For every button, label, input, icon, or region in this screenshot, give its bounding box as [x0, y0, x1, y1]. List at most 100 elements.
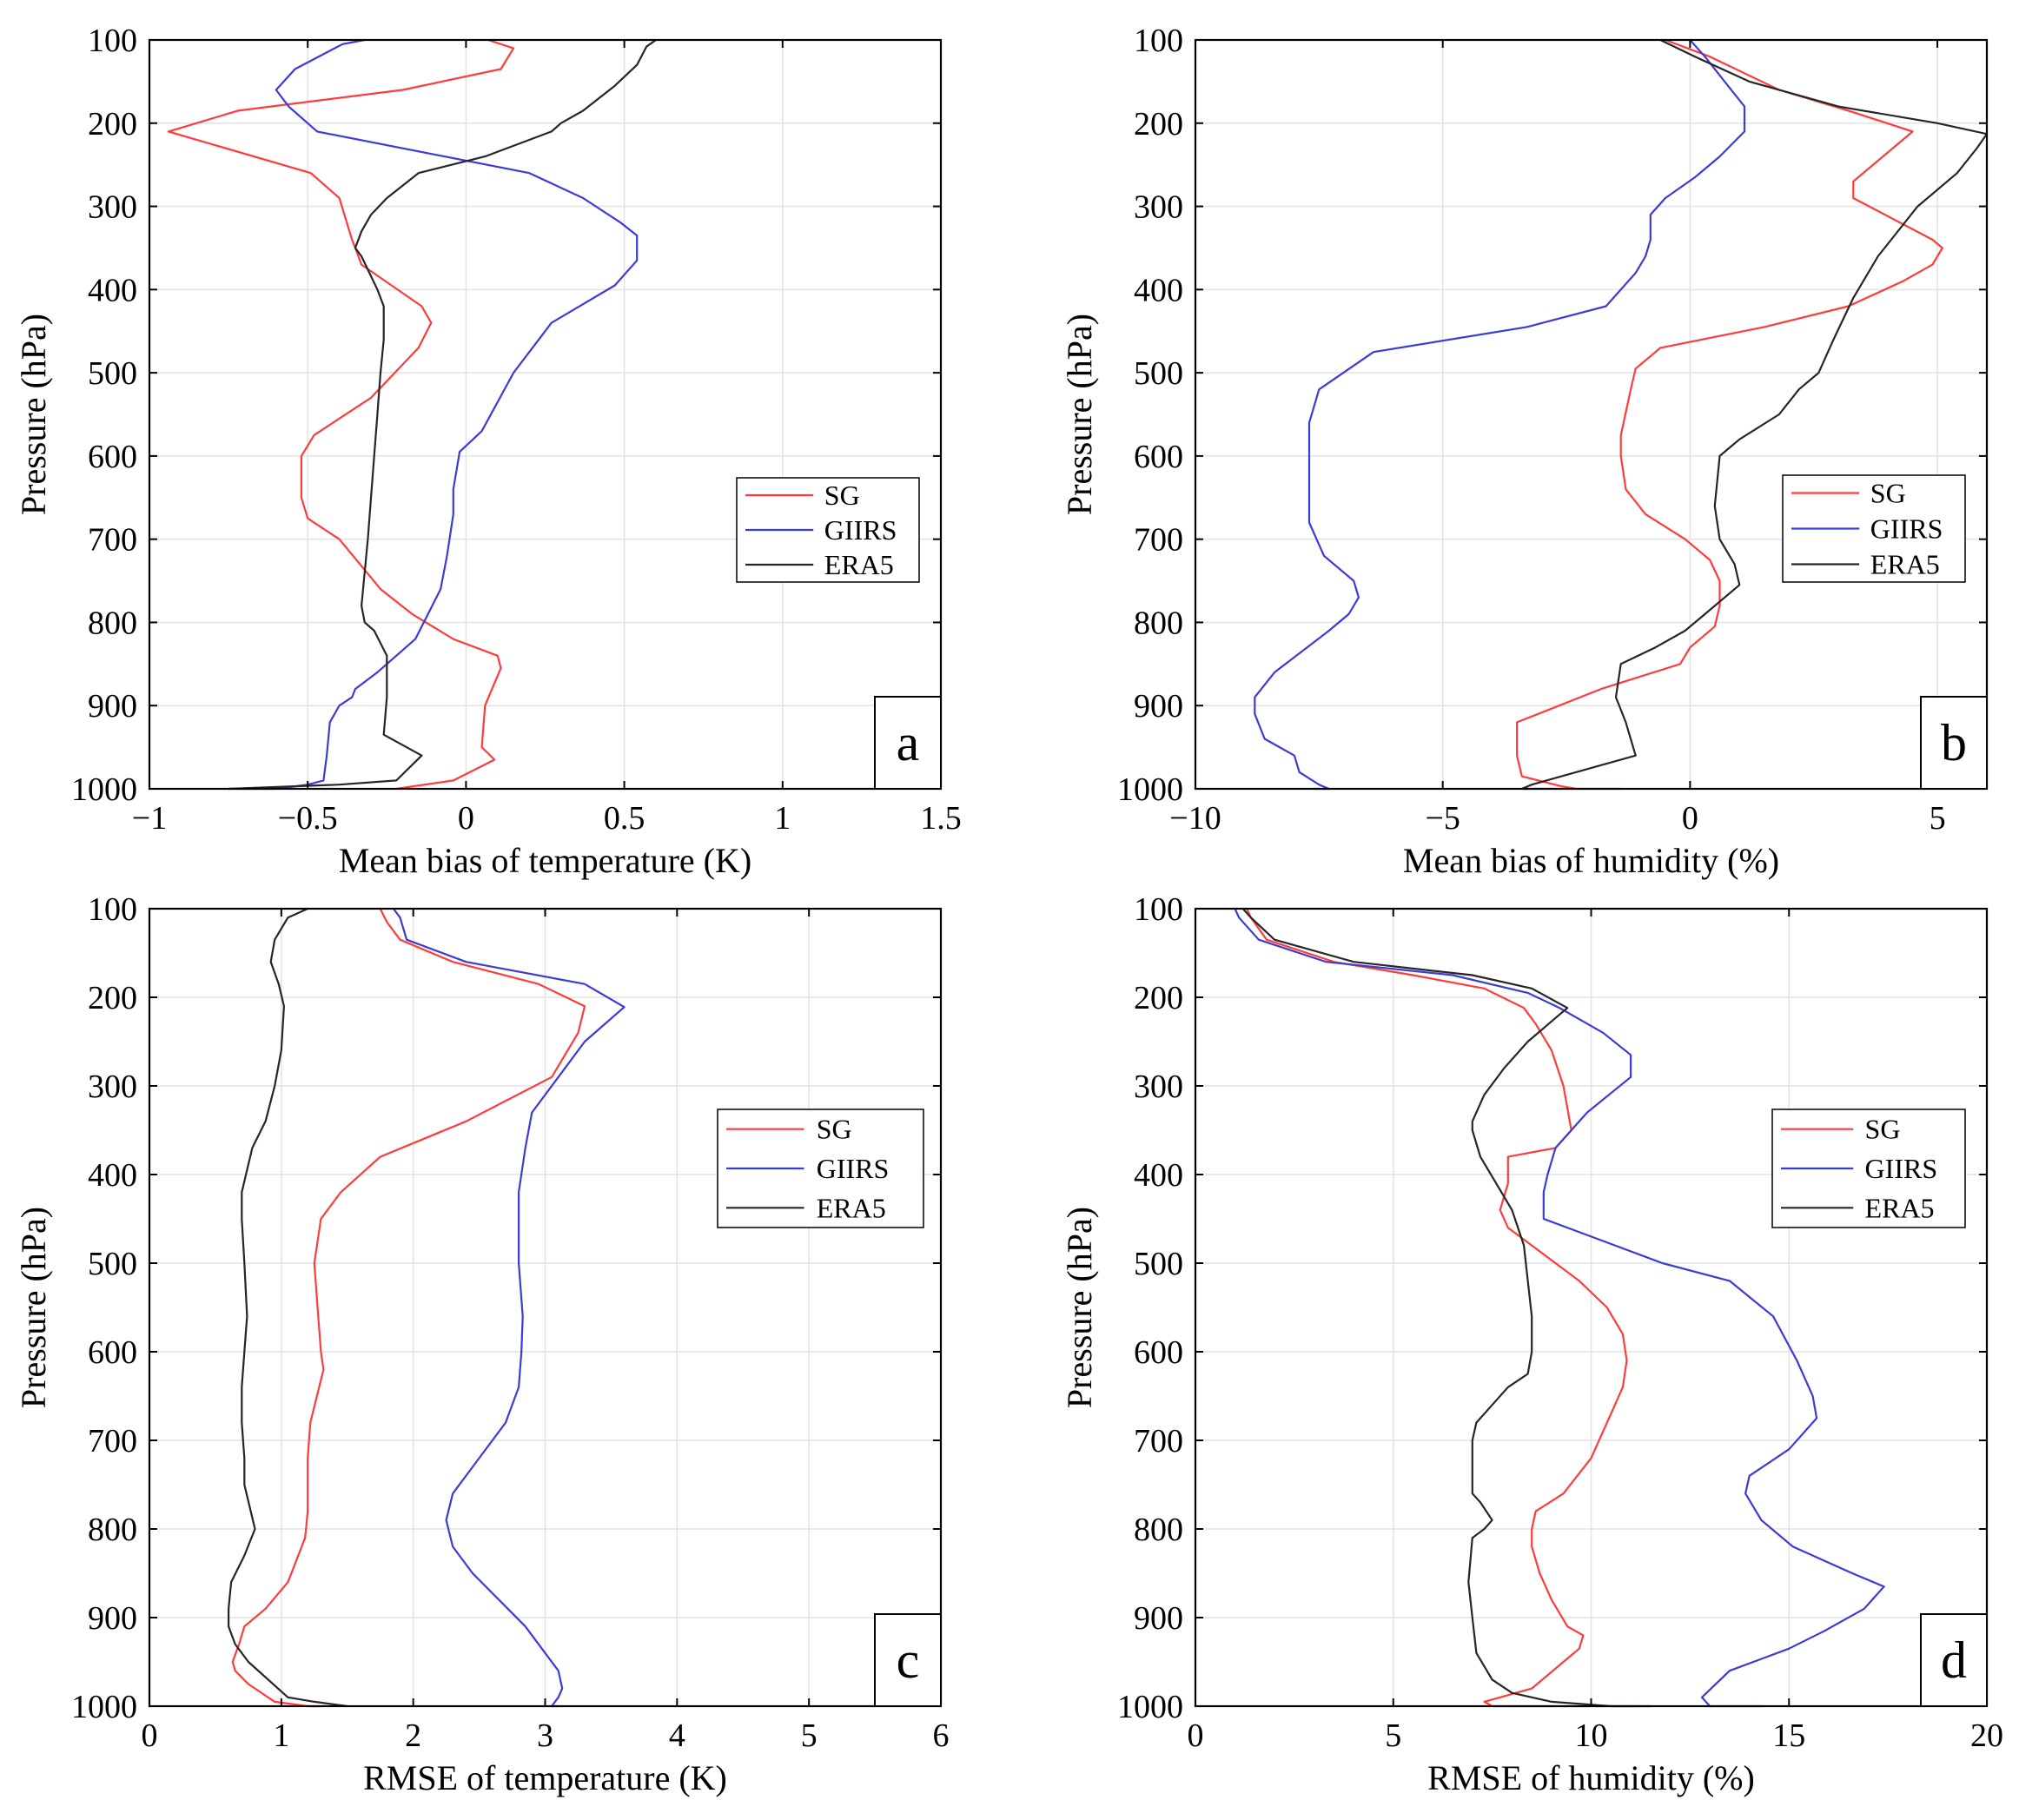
y-tick-label: 500: [1134, 1246, 1183, 1282]
legend: SG GIIRS ERA5: [717, 1109, 924, 1228]
x-tick-label: −1: [132, 800, 167, 837]
y-tick-label: 400: [1134, 1157, 1183, 1194]
y-tick-label: 800: [1134, 1512, 1183, 1548]
panel-b: −10 −5 0 5 100 200 300 400 500 600 700 800 900 1000 Me…: [1060, 23, 1989, 880]
y-tick-label: 300: [88, 189, 137, 226]
x-tick-label: −10: [1169, 800, 1221, 837]
y-axis-title: Pressure (hPa): [14, 1207, 53, 1408]
series-line-era5: [228, 907, 348, 1708]
y-tick-label: 200: [1134, 106, 1183, 142]
plot-area: [1195, 40, 1987, 789]
y-tick-label: 700: [1134, 522, 1183, 559]
legend-label: SG: [1865, 1114, 1901, 1145]
panel-a: −1 −0.5 0 0.5 1 1.5 100 200 300 400 500 600 700 800 90…: [14, 23, 962, 880]
legend-label: GIIRS: [817, 1153, 890, 1184]
x-tick-label: 4: [669, 1717, 685, 1754]
y-tick-label: 700: [88, 1423, 137, 1459]
series-line-sg: [231, 908, 586, 1708]
x-axis-title: Mean bias of temperature (K): [339, 841, 751, 880]
y-axis-title: Pressure (hPa): [14, 314, 53, 515]
panel-letter: c: [897, 1631, 920, 1689]
y-tick-label: 800: [88, 1512, 137, 1548]
y-tick-label: 600: [1134, 1334, 1183, 1371]
series-line-giirs: [1254, 39, 1746, 791]
x-tick-label: 3: [537, 1717, 553, 1754]
y-tick-label: 800: [88, 605, 137, 641]
series-line-giirs: [228, 38, 639, 791]
y-tick-label: 200: [88, 980, 137, 1016]
x-tick-label: 2: [405, 1717, 421, 1754]
x-tick-label: −5: [1425, 800, 1460, 837]
x-tick-label: 20: [1970, 1717, 2003, 1754]
x-tick-label: 1: [273, 1717, 289, 1754]
plot-area: [149, 40, 941, 789]
y-tick-label: 1000: [71, 1689, 137, 1725]
axes-frame: [148, 38, 943, 791]
legend-label: GIIRS: [1870, 513, 1943, 545]
legend-label: SG: [817, 1114, 852, 1145]
y-axis-title: Pressure (hPa): [1060, 314, 1099, 515]
y-tick-label: 500: [88, 1246, 137, 1282]
series-line-era5: [228, 39, 657, 791]
x-axis-title: RMSE of temperature (K): [363, 1758, 727, 1797]
legend-label: GIIRS: [824, 514, 897, 546]
y-tick-label: 600: [88, 439, 137, 475]
y-tick-label: 1000: [71, 771, 137, 808]
y-tick-label: 300: [1134, 189, 1183, 226]
y-tick-label: 400: [88, 272, 137, 308]
y-tick-label: 100: [88, 891, 137, 928]
x-tick-label: 0: [1682, 800, 1698, 837]
y-tick-label: 300: [88, 1069, 137, 1105]
y-tick-label: 900: [88, 688, 137, 725]
y-tick-label: 300: [1134, 1069, 1183, 1105]
legend-label: SG: [1870, 478, 1906, 509]
series-line-sg: [1515, 38, 1943, 791]
panel-letter: b: [1941, 714, 1967, 771]
panel-c: 0 1 2 3 4 5 6 100 200 300 400 500 600 700 800 900 1000 RM…: [14, 891, 950, 1797]
y-tick-label: 600: [88, 1334, 137, 1371]
series-line-era5: [1520, 39, 1989, 791]
y-tick-label: 900: [1134, 688, 1183, 725]
legend-label: ERA5: [1870, 549, 1940, 580]
x-tick-label: 0: [1188, 1717, 1204, 1754]
series-line-era5: [1241, 908, 1651, 1708]
series-line-sg: [1246, 908, 1635, 1708]
x-tick-label: 5: [801, 1717, 818, 1754]
y-tick-label: 100: [88, 23, 137, 59]
panel-letter-box: [874, 696, 942, 790]
y-tick-label: 400: [1134, 272, 1183, 308]
panel-letter-box: [1920, 1613, 1988, 1707]
panel-letter-box: [874, 1613, 942, 1707]
y-tick-label: 800: [1134, 605, 1183, 641]
panel-letter: a: [897, 714, 920, 771]
x-tick-label: 1.5: [920, 800, 962, 837]
y-tick-label: 100: [1134, 23, 1183, 59]
series-line-sg: [167, 38, 515, 791]
y-tick-label: 900: [1134, 1600, 1183, 1637]
legend-label: SG: [824, 480, 860, 511]
panel-letter: d: [1941, 1631, 1967, 1689]
axes-frame: [1194, 38, 1989, 791]
y-tick-label: 500: [1134, 355, 1183, 392]
x-tick-label: 0: [458, 800, 474, 837]
legend-label: ERA5: [817, 1192, 886, 1223]
y-tick-label: 600: [1134, 439, 1183, 475]
y-tick-label: 200: [1134, 980, 1183, 1016]
y-tick-label: 700: [88, 522, 137, 559]
y-tick-label: 400: [88, 1157, 137, 1194]
y-tick-label: 700: [1134, 1423, 1183, 1459]
x-tick-label: 5: [1385, 1717, 1401, 1754]
x-tick-label: 0.5: [604, 800, 645, 837]
panel-d: 0 5 10 15 20 100 200 300 400 500 600 700 800 900 1000 R…: [1060, 891, 2003, 1797]
x-tick-label: 15: [1772, 1717, 1805, 1754]
x-tick-label: 6: [933, 1717, 950, 1754]
y-axis-title: Pressure (hPa): [1060, 1207, 1099, 1408]
y-tick-label: 1000: [1117, 1689, 1183, 1725]
legend-label: ERA5: [1865, 1192, 1935, 1223]
x-axis-title: Mean bias of humidity (%): [1403, 841, 1779, 880]
y-tick-label: 200: [88, 106, 137, 142]
panel-letter-box: [1920, 696, 1988, 790]
x-tick-label: 10: [1575, 1717, 1608, 1754]
